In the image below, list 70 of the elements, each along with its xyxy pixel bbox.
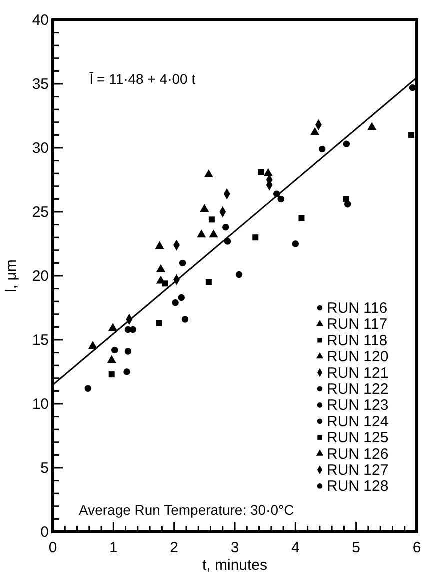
x-axis-title: t, minutes: [202, 557, 268, 574]
annotation: l̄ = 11·48 + 4·00 t: [90, 71, 196, 87]
point: [236, 271, 243, 278]
point: [343, 196, 350, 202]
point: [108, 372, 115, 378]
legend-label: RUN 121: [327, 364, 389, 382]
point: [252, 234, 259, 241]
y-tick-label: 35: [32, 76, 49, 93]
point: [204, 170, 214, 178]
point: [408, 132, 415, 138]
point: [124, 348, 132, 355]
point: [409, 84, 416, 92]
legend-label: RUN 124: [327, 413, 389, 430]
point: [264, 168, 273, 176]
point: [206, 279, 212, 286]
y-tick-label: 10: [32, 396, 49, 413]
point: [162, 280, 168, 287]
x-tick-label: 5: [352, 540, 361, 557]
point: [344, 200, 352, 208]
point: [108, 323, 118, 332]
legend-label: RUN 127: [327, 462, 389, 479]
point: [156, 320, 162, 326]
point: [200, 204, 210, 212]
point: [310, 127, 320, 136]
legend-label: RUN 125: [327, 430, 389, 447]
point: [179, 260, 186, 267]
x-tick-label: 2: [170, 540, 179, 557]
legend-label: RUN 122: [327, 381, 389, 398]
point: [318, 146, 326, 153]
point: [343, 140, 350, 148]
point: [84, 385, 92, 392]
legend-label: RUN 126: [327, 446, 389, 463]
point: [124, 368, 130, 376]
point: [155, 241, 164, 250]
legend-label: RUN 128: [327, 478, 389, 496]
point: [209, 230, 218, 238]
point: [172, 300, 179, 306]
point: [298, 215, 305, 222]
point: [258, 169, 264, 176]
point: [197, 230, 206, 238]
y-tick-label: 0: [40, 524, 49, 541]
legend-label: RUN 116: [327, 300, 388, 317]
point: [178, 294, 185, 302]
point: [107, 355, 116, 364]
point: [88, 341, 98, 350]
y-tick-label: 25: [32, 204, 49, 221]
y-tick-label: 30: [32, 140, 49, 157]
legend-label: RUN 118: [327, 332, 388, 350]
point: [222, 224, 230, 231]
legend-label: RUN 120: [327, 348, 389, 366]
x-tick-label: 6: [412, 540, 422, 557]
point: [111, 346, 118, 354]
point: [292, 240, 300, 248]
point: [182, 316, 189, 323]
y-tick-label: 5: [40, 460, 49, 477]
point: [156, 264, 166, 272]
y-tick-label: 15: [32, 332, 49, 349]
y-tick-label: 20: [32, 268, 49, 285]
legend-label: RUN 117: [327, 316, 388, 334]
point: [208, 216, 215, 223]
y-axis-title: l, μm: [3, 260, 20, 292]
point: [368, 122, 377, 130]
y-tick-label: 40: [32, 12, 49, 29]
x-tick-label: 3: [230, 540, 240, 557]
annotation: Average Run Temperature: 30·0°C: [79, 502, 294, 518]
x-tick-label: 4: [291, 540, 300, 557]
point: [124, 326, 132, 334]
legend-label: RUN 123: [327, 397, 389, 414]
x-tick-label: 1: [109, 540, 118, 557]
point: [278, 196, 284, 203]
